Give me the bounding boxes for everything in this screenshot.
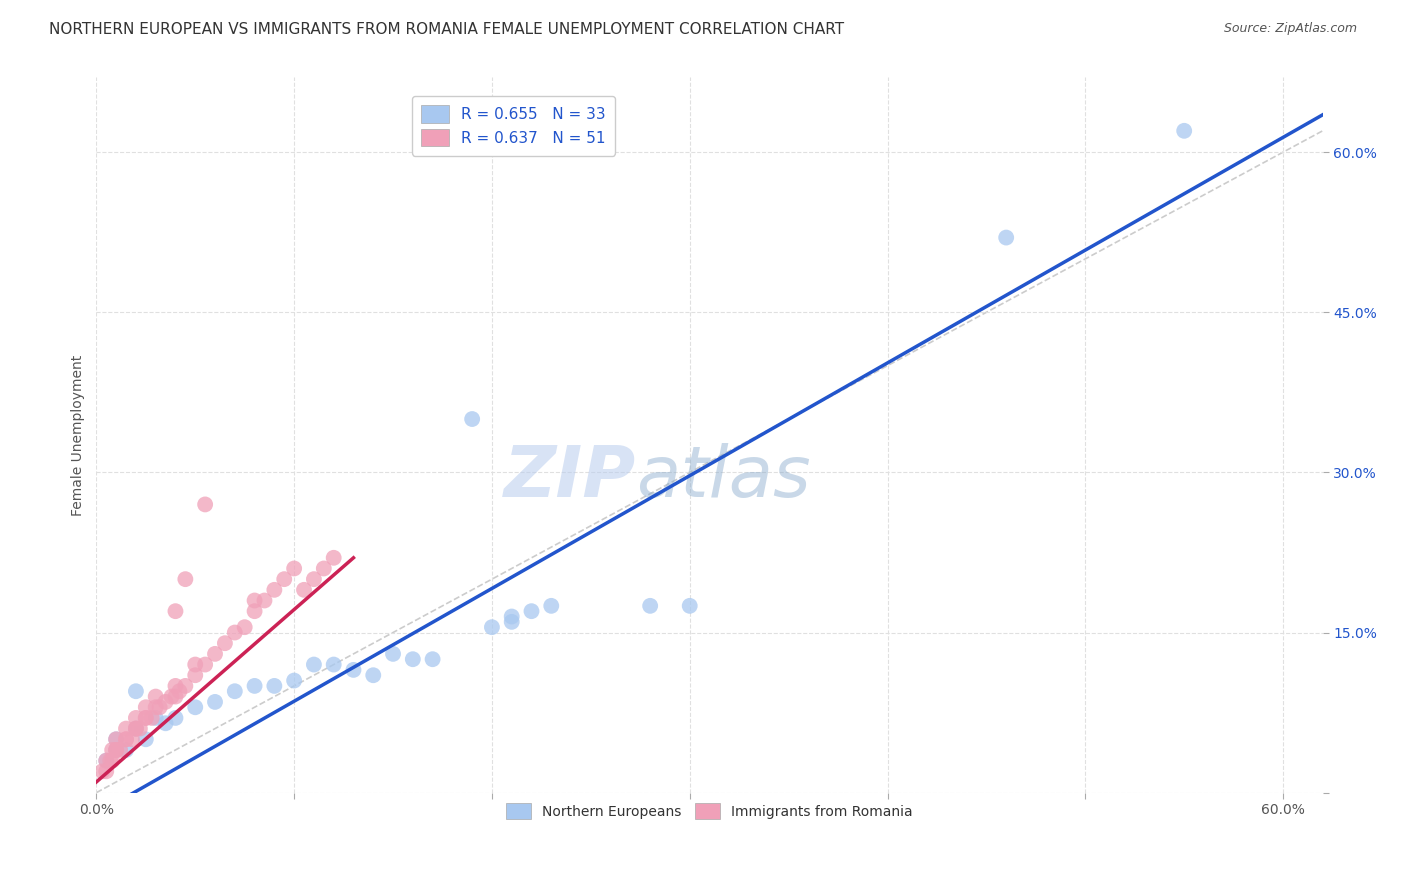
Point — [501, 615, 523, 629]
Point — [145, 711, 167, 725]
Point — [292, 582, 315, 597]
Point — [679, 599, 702, 613]
Point — [263, 582, 285, 597]
Point — [96, 754, 118, 768]
Point — [283, 673, 305, 688]
Point — [402, 652, 425, 666]
Point — [169, 684, 191, 698]
Point — [115, 743, 138, 757]
Point — [101, 743, 124, 757]
Point — [155, 716, 177, 731]
Point — [145, 700, 167, 714]
Point — [115, 732, 138, 747]
Text: ZIP: ZIP — [503, 443, 636, 513]
Point — [520, 604, 543, 618]
Point — [149, 700, 172, 714]
Point — [125, 722, 148, 736]
Point — [342, 663, 364, 677]
Legend: Northern Europeans, Immigrants from Romania: Northern Europeans, Immigrants from Roma… — [501, 797, 918, 825]
Point — [382, 647, 405, 661]
Point — [214, 636, 236, 650]
Point — [184, 657, 207, 672]
Point — [422, 652, 444, 666]
Point — [461, 412, 484, 426]
Point — [108, 743, 131, 757]
Point — [135, 732, 157, 747]
Point — [995, 230, 1018, 244]
Point — [165, 604, 187, 618]
Point — [96, 754, 118, 768]
Point — [105, 743, 128, 757]
Point — [145, 690, 167, 704]
Point — [224, 684, 246, 698]
Point — [224, 625, 246, 640]
Point — [165, 711, 187, 725]
Point — [141, 711, 163, 725]
Point — [184, 700, 207, 714]
Text: atlas: atlas — [636, 443, 810, 513]
Point — [98, 754, 121, 768]
Point — [165, 679, 187, 693]
Point — [135, 711, 157, 725]
Point — [135, 711, 157, 725]
Point — [125, 711, 148, 725]
Point — [91, 764, 114, 779]
Point — [501, 609, 523, 624]
Point — [283, 561, 305, 575]
Point — [194, 657, 217, 672]
Point — [312, 561, 335, 575]
Text: Source: ZipAtlas.com: Source: ZipAtlas.com — [1223, 22, 1357, 36]
Point — [160, 690, 183, 704]
Point — [1173, 124, 1195, 138]
Point — [481, 620, 503, 634]
Point — [204, 695, 226, 709]
Point — [125, 722, 148, 736]
Point — [174, 679, 197, 693]
Point — [128, 722, 150, 736]
Point — [638, 599, 661, 613]
Point — [243, 679, 266, 693]
Point — [125, 722, 148, 736]
Point — [322, 657, 344, 672]
Point — [115, 732, 138, 747]
Point — [135, 700, 157, 714]
Point — [302, 572, 325, 586]
Point — [96, 764, 118, 779]
Point — [184, 668, 207, 682]
Point — [253, 593, 276, 607]
Point — [101, 754, 124, 768]
Y-axis label: Female Unemployment: Female Unemployment — [72, 354, 86, 516]
Point — [125, 684, 148, 698]
Point — [273, 572, 295, 586]
Point — [233, 620, 256, 634]
Point — [302, 657, 325, 672]
Point — [243, 593, 266, 607]
Point — [121, 732, 143, 747]
Point — [105, 732, 128, 747]
Point — [174, 572, 197, 586]
Point — [155, 695, 177, 709]
Point — [105, 732, 128, 747]
Point — [165, 690, 187, 704]
Text: NORTHERN EUROPEAN VS IMMIGRANTS FROM ROMANIA FEMALE UNEMPLOYMENT CORRELATION CHA: NORTHERN EUROPEAN VS IMMIGRANTS FROM ROM… — [49, 22, 845, 37]
Point — [540, 599, 562, 613]
Point — [105, 743, 128, 757]
Point — [243, 604, 266, 618]
Point — [194, 498, 217, 512]
Point — [322, 550, 344, 565]
Point — [263, 679, 285, 693]
Point — [105, 743, 128, 757]
Point — [361, 668, 384, 682]
Point — [115, 722, 138, 736]
Point — [204, 647, 226, 661]
